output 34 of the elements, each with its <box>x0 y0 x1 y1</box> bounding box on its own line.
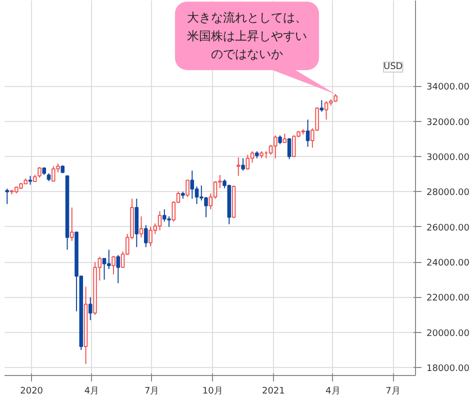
x-tick-label: 4月 <box>84 386 100 396</box>
candlestick <box>158 210 162 231</box>
candlestick <box>139 216 144 238</box>
y-tick-label: 22000.00 <box>426 294 470 304</box>
x-tick-label: 2021 <box>262 386 285 396</box>
x-tick-label: 7月 <box>386 386 400 396</box>
y-tick-label: 32000.00 <box>426 118 470 128</box>
candlestick <box>116 254 120 284</box>
candlestick <box>5 188 10 205</box>
candlestick <box>241 158 245 172</box>
candlestick <box>186 180 190 198</box>
y-tick-label: 34000.00 <box>426 82 470 93</box>
x-tick-label: 2020 <box>20 386 44 396</box>
y-tick-label: 30000.00 <box>426 153 470 164</box>
candlestick <box>144 224 148 248</box>
candlestick <box>287 138 292 160</box>
candlestick <box>236 156 240 176</box>
y-tick-label: 20000.00 <box>426 328 470 339</box>
y-axis-title: USD <box>384 62 403 72</box>
candlestick <box>112 255 116 275</box>
candlestick <box>190 170 194 200</box>
candlestick <box>246 154 250 170</box>
y-tick-label: 24000.00 <box>426 258 470 269</box>
x-tick-label: 10月 <box>202 386 223 396</box>
candlestick <box>320 100 324 112</box>
y-tick-label: 28000.00 <box>426 188 470 198</box>
x-tick-label: 4月 <box>326 386 340 396</box>
y-tick-label: 18000.00 <box>426 364 470 374</box>
candlestick <box>306 119 310 148</box>
candlestick <box>70 207 74 242</box>
annotation: 大きな流れとしては、米国株は上昇しやすいのではないか <box>187 10 308 62</box>
x-tick-label: 7月 <box>144 386 160 396</box>
y-tick-label: 26000.00 <box>426 223 470 234</box>
candlestick <box>88 296 92 321</box>
